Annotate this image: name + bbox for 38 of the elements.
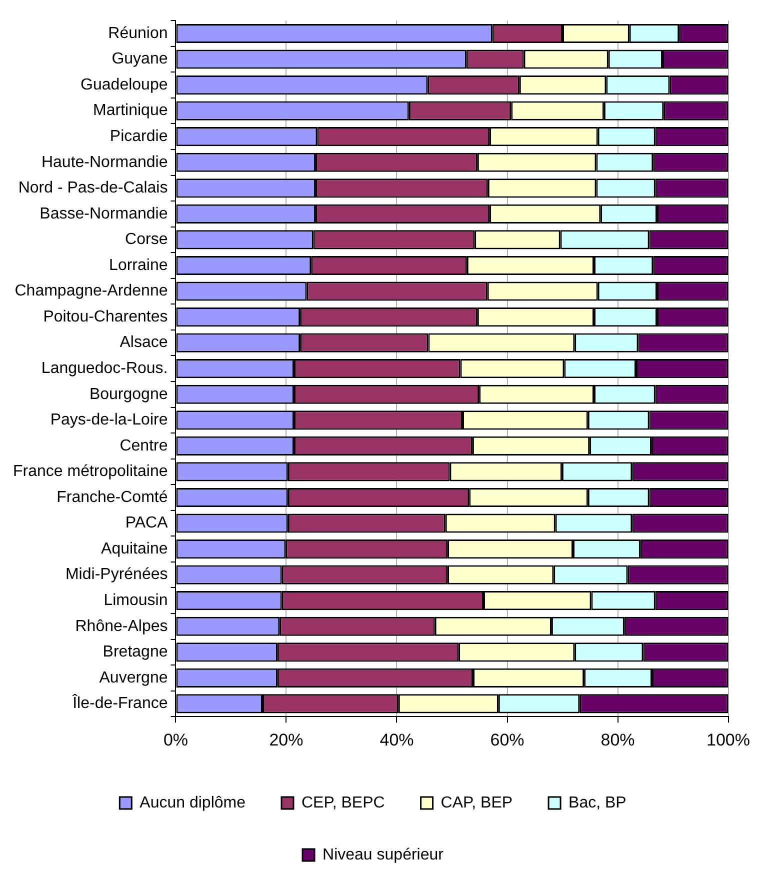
x-tick-label: 80% (600, 730, 635, 750)
y-tick-label: Auvergne (99, 669, 168, 686)
y-tick-label: Bourgogne (89, 386, 168, 403)
x-tick-label: 100% (706, 730, 750, 750)
y-tick-label: Alsace (120, 334, 168, 352)
legend-label: CAP, BEP (440, 794, 513, 812)
y-tick-label: Poitou-Charentes (43, 308, 168, 326)
y-tick-label: Martinique (93, 102, 168, 120)
y-tick-label: Bretagne (102, 644, 168, 661)
x-tick-label: 60% (490, 730, 524, 750)
y-tick-label: France métropolitaine (12, 463, 168, 480)
y-tick-label: Réunion (108, 24, 168, 42)
y-tick-label: Rhône-Alpes (75, 618, 168, 635)
x-tick-label: 40% (380, 730, 414, 750)
legend-label: Niveau supérieur (322, 846, 444, 864)
y-tick-label: Pays-de-la-Loire (50, 412, 168, 429)
legend-label: Bac, BP (568, 794, 626, 812)
y-tick-label: Franche-Comté (56, 488, 168, 506)
x-tick-label: 20% (269, 730, 304, 750)
y-tick-label: Lorraine (109, 256, 168, 274)
y-tick-label: Champagne-Ardenne (14, 282, 168, 300)
y-tick-label: Aquitaine (101, 540, 168, 558)
y-tick-label: PACA (125, 514, 168, 532)
legend-label: Aucun diplôme (140, 794, 246, 812)
y-tick-label: Midi-Pyrénées (65, 566, 168, 584)
y-tick-label: Picardie (110, 128, 168, 146)
y-tick-label: Languedoc-Rous. (41, 360, 168, 378)
y-tick-label: Île-de-France (72, 694, 168, 712)
y-tick-label: Limousin (104, 592, 168, 610)
y-tick-label: Haute-Normandie (41, 154, 168, 171)
y-tick-label: Basse-Normandie (40, 205, 168, 222)
y-tick-label: Nord - Pas-de-Calais (18, 180, 168, 197)
y-tick-label: Corse (125, 231, 168, 248)
y-tick-label: Centre (120, 437, 168, 454)
x-tick-label: 0% (163, 730, 188, 750)
legend-label: CEP, BEPC (302, 794, 385, 812)
y-tick-label: Guadeloupe (80, 76, 168, 94)
y-tick-label: Guyane (112, 50, 168, 68)
